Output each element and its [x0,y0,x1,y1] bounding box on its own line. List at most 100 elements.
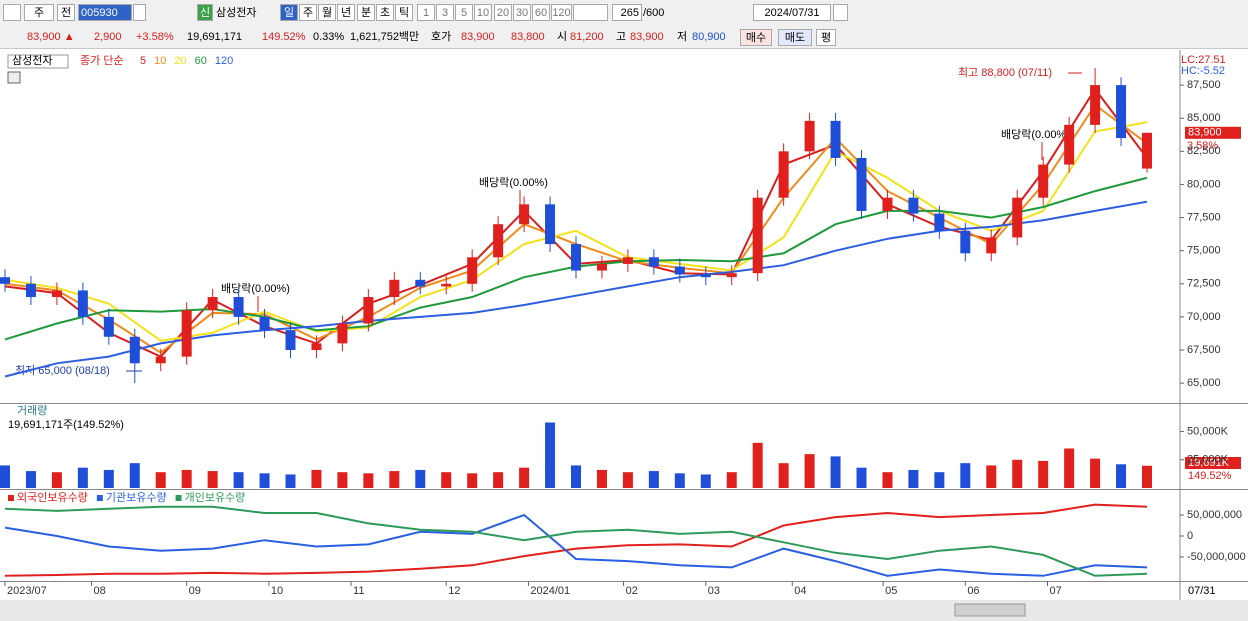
x-tick-label: 2023/07 [7,585,47,597]
bid: 83,800 [511,31,545,43]
volume-bar [1142,465,1152,488]
dividend-note: 배당락(0.00%) [1001,128,1070,141]
legend-entry: 기관보유수량 [106,491,167,504]
candle-body [934,213,945,231]
period-button[interactable]: 일 [280,4,298,21]
sell-button[interactable]: 매도 [778,29,812,46]
x-tick-label: 10 [271,585,283,597]
dropdown[interactable] [133,4,146,21]
high-note: 최고 88,800 (07/11) [958,66,1052,79]
interval-button[interactable]: 5 [455,4,473,21]
candle-body [882,197,893,211]
interval-button[interactable]: 120 [551,4,572,21]
x-tick-label: 12 [448,585,460,597]
period-button[interactable]: 분 [357,4,375,21]
hc-label: HC:-5.52 [1181,65,1225,77]
volume-bar [441,472,452,488]
period-button[interactable]: 틱 [395,4,413,21]
y-tick-label: 72,500 [1187,278,1221,290]
change: 2,900 [94,31,122,43]
interval-button[interactable]: 1 [417,4,435,21]
volume-bar [622,472,633,488]
candle-body [0,277,10,284]
x-tick-label: 06 [967,585,979,597]
candle-body [700,274,711,278]
volume-bar [181,469,192,488]
info-bar: 83,900 ▲ 2,900 +3.58% 19,691,171 149.52%… [0,27,1248,49]
candle-body [908,197,919,214]
interval-button[interactable]: 60 [532,4,550,21]
volume-bar [155,472,166,488]
count-input[interactable]: 265 [612,4,642,21]
candle-body [51,290,62,298]
volume-bar [25,471,36,488]
period-button[interactable]: 년 [337,4,355,21]
buy-button[interactable]: 매수 [740,29,772,46]
volume-ratio: 149.52% [262,31,306,43]
y-tick-label: 80,000 [1187,178,1221,190]
period-button[interactable]: 월 [318,4,336,21]
interval-button[interactable]: 3 [436,4,454,21]
icon[interactable] [7,71,21,84]
candle-body [129,336,140,364]
bg [0,50,1248,600]
high: 83,900 [630,31,664,43]
calendar[interactable] [833,4,848,21]
interval-button[interactable]: 20 [494,4,512,21]
candle-body [596,263,607,271]
scroll-thumb[interactable] [954,603,1026,617]
x-tick-label: 11 [353,585,364,597]
candle-body [441,283,452,287]
interval-button[interactable]: 10 [474,4,492,21]
code-input[interactable]: 005930 [78,4,132,21]
all-button[interactable]: 전 [57,4,75,21]
volume-bar [285,474,296,488]
candle-body [389,279,400,298]
period-button[interactable]: 주 [299,4,317,21]
legend-entry: 5 [140,55,146,67]
x-tick-label: 09 [189,585,201,597]
volume-bar [674,473,685,488]
volume-bar [726,472,737,488]
candle-body [285,330,296,351]
scrollbar[interactable] [0,600,1248,621]
volume-bar [596,469,607,488]
dropdown[interactable] [573,4,608,21]
candle-body [648,257,659,267]
candle-body [726,273,737,278]
lc-label: LC:27.51 [1181,54,1226,66]
candle-body [986,237,997,254]
y-tick-label: 67,500 [1187,344,1221,356]
y-tick-label: 0 [1187,530,1193,542]
interval-button[interactable]: 30 [513,4,531,21]
y-tick-label: 65,000 [1187,377,1221,389]
candle-body [1142,132,1152,169]
candle-body [1090,85,1101,125]
y-tick-label: 75,000 [1187,245,1221,257]
volume-bar [389,471,400,488]
candle-body [519,204,530,225]
candle-body [493,224,504,258]
icon[interactable] [3,4,21,21]
date-input[interactable]: 2024/07/31 [753,4,831,21]
avg-button[interactable]: 평 [816,29,836,46]
line [4,513,1148,577]
volume-bar [830,456,841,488]
ma-label: 종가 단순 [80,54,124,67]
candle-body [778,151,789,198]
candle-body [1012,197,1023,238]
last-price-box [1185,126,1241,139]
candle-body [311,343,322,351]
period-button[interactable]: 초 [376,4,394,21]
last-change: 3.58% [1187,140,1218,152]
volume-bar [1012,459,1023,488]
candle-body [77,290,88,317]
y-tick-label: 87,500 [1187,79,1221,91]
legend-entry: 10 [154,55,166,67]
candle-body [363,297,374,324]
candle-body [25,283,36,298]
volume-bar [1038,460,1049,488]
period-mode[interactable]: 주 [24,4,54,21]
